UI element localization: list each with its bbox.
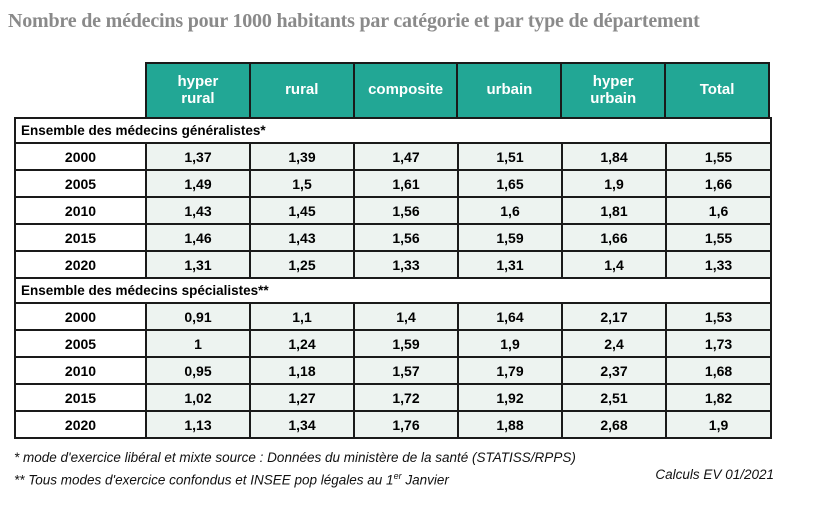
value-cell: 1,27 — [249, 383, 355, 412]
value-cell: 1,25 — [249, 250, 355, 279]
year-cell: 2000 — [14, 142, 147, 171]
value-cell: 1,6 — [457, 196, 563, 225]
value-cell: 1,66 — [664, 169, 773, 198]
value-cell: 1,81 — [561, 196, 667, 225]
value-cell: 1,34 — [249, 410, 355, 439]
value-cell: 1,61 — [353, 169, 459, 198]
value-cell: 1,79 — [457, 356, 563, 385]
value-cell: 1,4 — [561, 250, 667, 279]
value-cell: 1,65 — [457, 169, 563, 198]
value-cell: 1,5 — [249, 169, 355, 198]
credit-label: Calculs EV 01/2021 — [655, 467, 774, 482]
year-cell: 2005 — [14, 169, 147, 198]
year-cell: 2020 — [14, 250, 147, 279]
value-cell: 2,51 — [561, 383, 667, 412]
value-cell: 1,51 — [457, 142, 563, 171]
value-cell: 1,55 — [664, 223, 773, 252]
value-cell: 1,46 — [145, 223, 251, 252]
value-cell: 1,47 — [353, 142, 459, 171]
value-cell: 1,9 — [457, 329, 563, 358]
table-row: 2005 1,49 1,5 1,61 1,65 1,9 1,66 — [14, 169, 773, 198]
superscript-er: er — [393, 471, 402, 481]
value-cell: 1,84 — [561, 142, 667, 171]
value-cell: 1,45 — [249, 196, 355, 225]
value-cell: 1,82 — [664, 383, 773, 412]
section-label: Ensemble des médecins généralistes* — [13, 117, 773, 144]
value-cell: 1,53 — [664, 302, 773, 331]
value-cell: 2,17 — [561, 302, 667, 331]
value-cell: 1,59 — [353, 329, 459, 358]
section-label: Ensemble des médecins spécialistes** — [13, 277, 773, 304]
table-row: 2000 1,37 1,39 1,47 1,51 1,84 1,55 — [14, 142, 773, 171]
column-header-total: Total — [666, 64, 768, 117]
data-table: Ensemble des médecins généralistes* 2000… — [13, 117, 773, 439]
table-column-headers: hyper rural rural composite urbain hyper… — [145, 62, 770, 117]
value-cell: 1,56 — [353, 223, 459, 252]
value-cell: 1,76 — [353, 410, 459, 439]
value-cell: 1,33 — [353, 250, 459, 279]
value-cell: 1,37 — [145, 142, 251, 171]
value-cell: 1 — [145, 329, 251, 358]
value-cell: 1,66 — [561, 223, 667, 252]
value-cell: 1,39 — [249, 142, 355, 171]
value-cell: 1,43 — [249, 223, 355, 252]
table-row: 2020 1,31 1,25 1,33 1,31 1,4 1,33 — [14, 250, 773, 279]
value-cell: 1,72 — [353, 383, 459, 412]
value-cell: 0,95 — [145, 356, 251, 385]
value-cell: 1,9 — [664, 410, 773, 439]
column-header-composite: composite — [354, 64, 457, 117]
value-cell: 1,56 — [353, 196, 459, 225]
value-cell: 1,1 — [249, 302, 355, 331]
section-header-generalistes: Ensemble des médecins généralistes* — [13, 117, 773, 144]
table-row: 2015 1,02 1,27 1,72 1,92 2,51 1,82 — [14, 383, 773, 412]
column-header-hyper-urbain: hyper urbain — [562, 64, 665, 117]
year-cell: 2010 — [14, 196, 147, 225]
value-cell: 2,4 — [561, 329, 667, 358]
page-title: Nombre de médecins pour 1000 habitants p… — [8, 10, 700, 32]
year-cell: 2000 — [14, 302, 147, 331]
value-cell: 0,91 — [145, 302, 251, 331]
table-row: 2015 1,46 1,43 1,56 1,59 1,66 1,55 — [14, 223, 773, 252]
table-row: 2010 0,95 1,18 1,57 1,79 2,37 1,68 — [14, 356, 773, 385]
year-cell: 2015 — [14, 223, 147, 252]
table-row: 2010 1,43 1,45 1,56 1,6 1,81 1,6 — [14, 196, 773, 225]
value-cell: 1,57 — [353, 356, 459, 385]
value-cell: 1,9 — [561, 169, 667, 198]
value-cell: 1,55 — [664, 142, 773, 171]
value-cell: 1,92 — [457, 383, 563, 412]
column-header-hyper-rural: hyper rural — [147, 64, 249, 117]
value-cell: 1,64 — [457, 302, 563, 331]
year-cell: 2005 — [14, 329, 147, 358]
footnote-2: ** Tous modes d'exercice confondus et IN… — [14, 471, 449, 488]
value-cell: 1,4 — [353, 302, 459, 331]
value-cell: 1,59 — [457, 223, 563, 252]
value-cell: 1,18 — [249, 356, 355, 385]
table-row: 2000 0,91 1,1 1,4 1,64 2,17 1,53 — [14, 302, 773, 331]
table-row: 2005 1 1,24 1,59 1,9 2,4 1,73 — [14, 329, 773, 358]
value-cell: 1,88 — [457, 410, 563, 439]
value-cell: 1,49 — [145, 169, 251, 198]
value-cell: 1,33 — [664, 250, 773, 279]
year-cell: 2020 — [14, 410, 147, 439]
value-cell: 2,68 — [561, 410, 667, 439]
column-header-rural: rural — [250, 64, 353, 117]
value-cell: 1,43 — [145, 196, 251, 225]
value-cell: 1,13 — [145, 410, 251, 439]
table-row: 2020 1,13 1,34 1,76 1,88 2,68 1,9 — [14, 410, 773, 439]
value-cell: 2,37 — [561, 356, 667, 385]
value-cell: 1,31 — [457, 250, 563, 279]
section-header-specialistes: Ensemble des médecins spécialistes** — [13, 277, 773, 304]
value-cell: 1,31 — [145, 250, 251, 279]
value-cell: 1,02 — [145, 383, 251, 412]
column-header-urbain: urbain — [458, 64, 561, 117]
footnote-1: * mode d'exercice libéral et mixte sourc… — [14, 450, 576, 465]
value-cell: 1,6 — [664, 196, 773, 225]
year-cell: 2010 — [14, 356, 147, 385]
value-cell: 1,24 — [249, 329, 355, 358]
value-cell: 1,73 — [664, 329, 773, 358]
year-cell: 2015 — [14, 383, 147, 412]
value-cell: 1,68 — [664, 356, 773, 385]
footnotes: * mode d'exercice libéral et mixte sourc… — [14, 448, 576, 490]
